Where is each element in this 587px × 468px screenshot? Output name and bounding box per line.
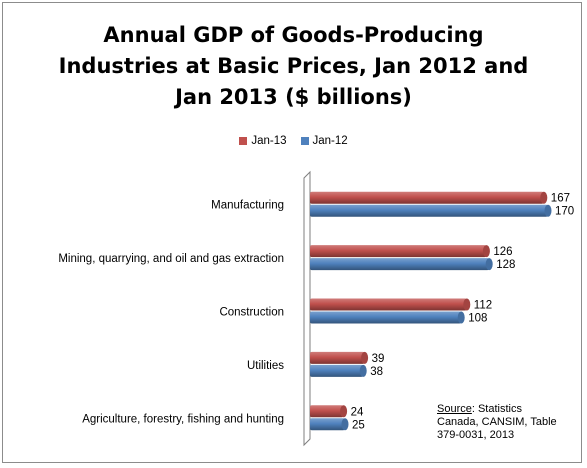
data-label: 126 bbox=[493, 246, 512, 258]
bar-jan-12 bbox=[310, 311, 462, 324]
source-heading: Source bbox=[437, 403, 472, 415]
bar-jan-13 bbox=[310, 405, 344, 418]
bar-jan-12 bbox=[310, 204, 548, 217]
data-label: 170 bbox=[555, 206, 574, 218]
data-label: 108 bbox=[468, 313, 487, 325]
source-text-line-2: Canada, CANSIM, Table bbox=[437, 416, 557, 428]
legend-label-jan-13: Jan-13 bbox=[251, 135, 287, 147]
bar-cap-jan-12 bbox=[359, 364, 367, 377]
source-note: Source: Statistics Canada, CANSIM, Table… bbox=[437, 403, 577, 442]
legend-label-jan-12: Jan-12 bbox=[312, 135, 348, 147]
chart-legend: Jan-13 Jan-12 bbox=[0, 135, 587, 147]
bar-jan-12 bbox=[310, 418, 345, 431]
axis-wall bbox=[303, 170, 311, 447]
bar-jan-13 bbox=[310, 191, 544, 204]
bar-jan-13 bbox=[310, 298, 467, 311]
chart-frame bbox=[2, 2, 582, 463]
data-label: 112 bbox=[474, 300, 492, 312]
legend-item-jan-13: Jan-13 bbox=[239, 135, 287, 147]
category-label: Mining, quarrying, and oil and gas extra… bbox=[58, 253, 284, 265]
data-label: 24 bbox=[351, 406, 364, 418]
category-label: Manufacturing bbox=[211, 200, 284, 212]
bar-cap-jan-12 bbox=[341, 418, 349, 431]
bar-cap-jan-13 bbox=[340, 405, 348, 418]
bar-cap-jan-13 bbox=[482, 245, 490, 258]
data-label: 128 bbox=[496, 259, 515, 271]
bar-cap-jan-13 bbox=[463, 298, 471, 311]
bar-cap-jan-12 bbox=[544, 204, 552, 217]
chart-title-line-2: Industries at Basic Prices, Jan 2012 and bbox=[58, 54, 529, 78]
category-label: Agriculture, forestry, fishing and hunti… bbox=[82, 413, 284, 425]
bar-jan-13 bbox=[310, 245, 487, 258]
data-label: 39 bbox=[372, 353, 385, 365]
category-label: Utilities bbox=[247, 360, 284, 372]
legend-swatch-jan-12 bbox=[300, 137, 309, 145]
bar-cap-jan-13 bbox=[540, 191, 548, 204]
legend-item-jan-12: Jan-12 bbox=[300, 135, 348, 147]
source-text-line-3: 379-0031, 2013 bbox=[437, 429, 515, 441]
data-label: 38 bbox=[370, 366, 383, 378]
legend-swatch-jan-13 bbox=[239, 137, 248, 145]
chart-title-line-3: Jan 2013 ($ billions) bbox=[175, 85, 412, 109]
bar-jan-12 bbox=[310, 258, 490, 271]
source-text-line-1: : Statistics bbox=[471, 403, 522, 415]
bar-cap-jan-12 bbox=[457, 311, 465, 324]
category-label: Construction bbox=[219, 307, 284, 319]
bar-cap-jan-13 bbox=[361, 351, 369, 364]
chart-title: Annual GDP of Goods-Producing Industries… bbox=[0, 20, 587, 113]
bar-jan-12 bbox=[310, 364, 364, 377]
chart-title-line-1: Annual GDP of Goods-Producing bbox=[103, 23, 484, 47]
bar-jan-13 bbox=[310, 351, 365, 364]
bar-cap-jan-12 bbox=[485, 258, 493, 271]
data-label: 167 bbox=[551, 193, 570, 205]
data-label: 25 bbox=[352, 419, 365, 431]
